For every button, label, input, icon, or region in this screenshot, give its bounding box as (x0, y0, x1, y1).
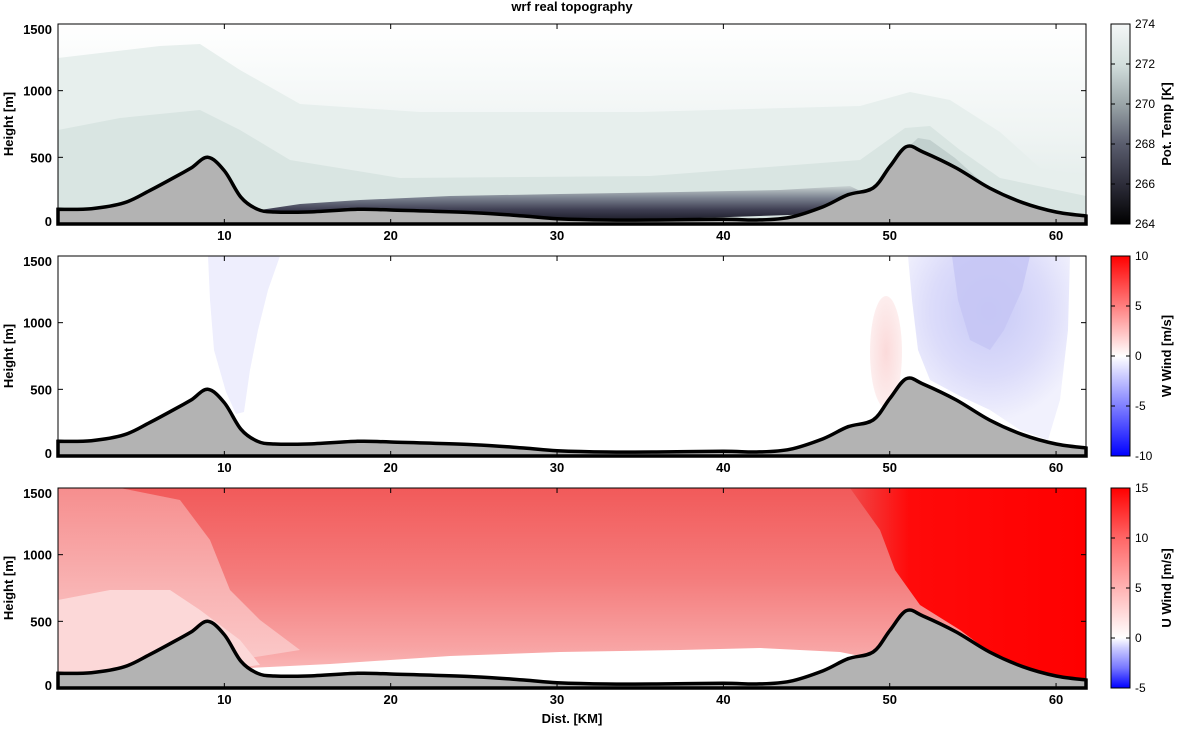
colorbar-tick-label: -5 (1135, 681, 1146, 695)
x-axis-ticks: 10 20 30 40 50 60 (217, 488, 1063, 707)
x-tick-label: 40 (716, 692, 730, 707)
y-axis-ticks: 0 500 1000 1500 (23, 486, 1086, 693)
terrain-profile (56, 144, 1088, 226)
colorbar-tick-label: 264 (1135, 217, 1155, 231)
x-tick-label: 40 (716, 460, 730, 475)
y-tick-label: 1500 (23, 486, 52, 501)
x-tick-label: 60 (1049, 460, 1063, 475)
x-tick-label: 50 (882, 692, 896, 707)
x-tick-label: 30 (550, 692, 564, 707)
x-tick-label: 10 (217, 692, 231, 707)
panel-pot-temp: 10 20 30 40 50 60 0 500 1000 1500 Height [m] 264… (1, 17, 1174, 243)
colorbar-tick-label: 270 (1135, 97, 1155, 111)
plot-frame (57, 487, 1087, 689)
y-tick-label: 500 (30, 150, 52, 165)
colorbar-label: Pot. Temp [K] (1159, 82, 1174, 166)
colorbar-ticks: -5 0 5 10 15 (1111, 481, 1149, 695)
colorbar-tick-label: 0 (1135, 631, 1142, 645)
y-tick-label: 0 (45, 214, 52, 229)
x-tick-label: 10 (217, 228, 231, 243)
y-axis-ticks: 0 500 1000 1500 (23, 254, 1086, 461)
x-tick-label: 10 (217, 460, 231, 475)
w-wind-left-blue-plume (208, 256, 280, 414)
colorbar-pot-temp (1110, 23, 1131, 225)
x-tick-label: 20 (383, 460, 397, 475)
chart-title: wrf real topography (510, 0, 633, 14)
y-tick-label: 0 (45, 446, 52, 461)
colorbar-tick-label: 10 (1135, 249, 1149, 263)
x-tick-label: 50 (882, 228, 896, 243)
x-tick-label: 30 (550, 460, 564, 475)
colorbar-tick-label: 266 (1135, 177, 1155, 191)
plot-frame (57, 23, 1087, 225)
y-axis-label: Height [m] (1, 92, 16, 156)
colorbar-tick-label: 274 (1135, 17, 1155, 31)
y-tick-label: 0 (45, 678, 52, 693)
y-tick-label: 1500 (23, 254, 52, 269)
colorbar-tick-label: 272 (1135, 57, 1155, 71)
x-tick-label: 60 (1049, 228, 1063, 243)
colorbar-label: U Wind [m/s] (1159, 548, 1174, 627)
x-tick-label: 40 (716, 228, 730, 243)
colorbar-ticks: -10 -5 0 5 10 (1111, 249, 1153, 463)
x-tick-label: 20 (383, 228, 397, 243)
x-tick-label: 20 (383, 692, 397, 707)
y-tick-label: 1000 (23, 548, 52, 563)
x-axis-ticks: 10 20 30 40 50 60 (217, 256, 1063, 475)
y-axis-ticks: 0 500 1000 1500 (23, 22, 1086, 229)
plot-frame (57, 255, 1087, 457)
w-wind-right-blue-core (952, 256, 1030, 350)
colorbar-tick-label: 10 (1135, 531, 1149, 545)
y-tick-label: 1500 (23, 22, 52, 37)
terrain-profile (56, 376, 1088, 458)
x-tick-label: 60 (1049, 692, 1063, 707)
x-axis-label: Dist. [KM] (542, 711, 603, 726)
colorbar-tick-label: -5 (1135, 399, 1146, 413)
colorbar-tick-label: -10 (1135, 449, 1153, 463)
y-tick-label: 500 (30, 614, 52, 629)
colorbar-label: W Wind [m/s] (1159, 315, 1174, 397)
y-axis-label: Height [m] (1, 556, 16, 620)
y-axis-label: Height [m] (1, 324, 16, 388)
colorbar-tick-label: 0 (1135, 349, 1142, 363)
y-tick-label: 1000 (23, 84, 52, 99)
x-tick-label: 50 (882, 460, 896, 475)
terrain-profile (56, 608, 1088, 690)
y-tick-label: 500 (30, 382, 52, 397)
x-tick-label: 30 (550, 228, 564, 243)
colorbar-tick-label: 268 (1135, 137, 1155, 151)
colorbar-tick-label: 5 (1135, 581, 1142, 595)
x-axis-ticks: 10 20 30 40 50 60 (217, 24, 1063, 243)
y-tick-label: 1000 (23, 316, 52, 331)
colorbar-tick-label: 15 (1135, 481, 1149, 495)
colorbar-tick-label: 5 (1135, 299, 1142, 313)
colorbar-ticks: 264 266 268 270 272 274 (1111, 17, 1155, 231)
w-wind-red-plume (870, 296, 902, 408)
u-wind-strong-region (850, 488, 1086, 688)
